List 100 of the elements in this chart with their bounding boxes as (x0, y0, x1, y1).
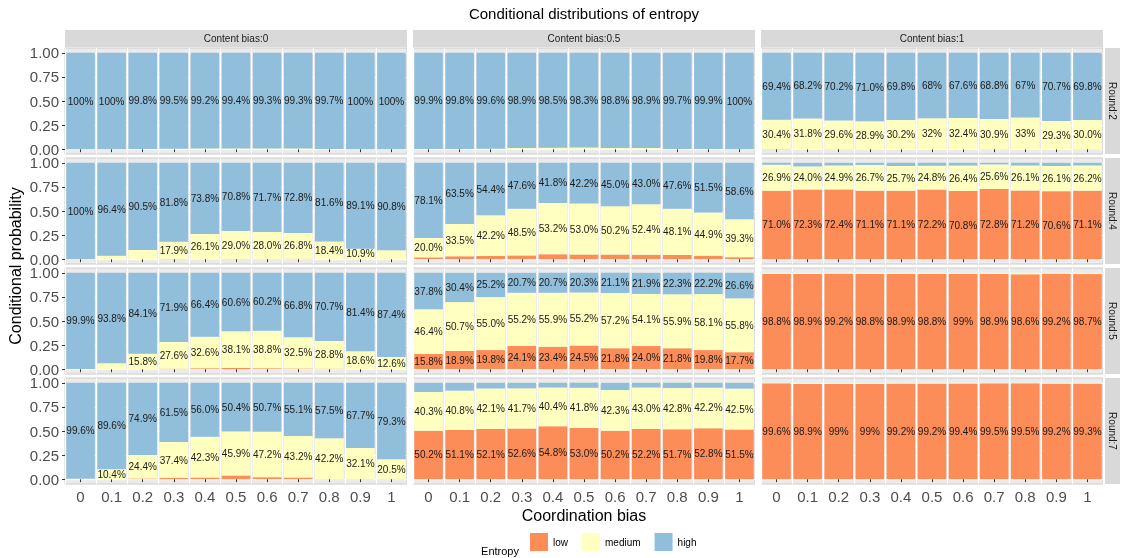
chart-subtitle: Content bias:1 (899, 33, 965, 44)
data-label: 98.9% (980, 316, 1009, 328)
data-label: 89.6% (97, 420, 126, 432)
data-label: 99.5% (1011, 425, 1040, 437)
data-label: 54.4% (476, 183, 506, 195)
data-label: 79.3% (377, 415, 406, 427)
data-label: 67.7% (346, 409, 375, 421)
data-label: 100% (726, 95, 753, 107)
data-label: 98.5% (538, 94, 568, 106)
data-label: 40.4% (538, 401, 568, 413)
data-label: 50.2% (414, 449, 443, 461)
data-label: 32% (921, 128, 943, 140)
data-label: 55.9% (538, 314, 568, 326)
data-label: 19.8% (476, 354, 506, 366)
data-label: 53.0% (569, 448, 599, 460)
data-label: 52.2% (632, 448, 661, 460)
y-axis-title: Conditional probability (7, 187, 25, 345)
x-tick-label: 1 (735, 488, 744, 505)
data-label: 25.7% (886, 172, 916, 184)
data-label: 26.1% (1011, 172, 1040, 184)
x-tick-label: 0 (76, 488, 85, 505)
data-label: 99.5% (159, 95, 189, 107)
data-label: 100% (98, 95, 125, 107)
data-label: 42.2% (476, 230, 506, 242)
data-label: 46.4% (414, 326, 443, 338)
data-label: 98.9% (793, 316, 822, 328)
data-label: 99.2% (190, 95, 220, 107)
data-label: 100% (347, 95, 374, 107)
data-label: 29.3% (1042, 129, 1071, 141)
data-label: 54.1% (632, 314, 661, 326)
data-label: 99.2% (1042, 315, 1071, 327)
data-label: 31.8% (793, 128, 822, 140)
x-tick-label: 0.8 (666, 488, 688, 505)
data-label: 99.3% (252, 95, 282, 107)
data-label: 43.0% (632, 178, 661, 190)
y-tick-label: 0.25 (29, 226, 59, 244)
data-label: 32.5% (284, 347, 313, 359)
data-label: 47.6% (663, 180, 692, 192)
y-tick-label: 0.25 (29, 116, 59, 134)
data-label: 60.2% (252, 296, 282, 308)
x-tick-label: 0.6 (604, 488, 626, 505)
x-tick-label: 0.4 (890, 488, 912, 505)
data-label: 98.9% (632, 94, 661, 106)
x-tick-label: 0.2 (828, 488, 850, 505)
data-label: 30.4% (762, 128, 791, 140)
data-label: 99.4% (221, 95, 251, 107)
data-label: 98.8% (600, 94, 630, 106)
data-label: 24.0% (632, 352, 661, 364)
data-label: 22.3% (663, 278, 692, 290)
data-label: 41.7% (507, 402, 537, 414)
data-label: 17.9% (159, 244, 189, 256)
data-label: 32.6% (190, 347, 220, 359)
text: Round:5 (1107, 302, 1118, 341)
data-label: 81.8% (159, 196, 189, 208)
data-label: 81.4% (346, 306, 375, 318)
data-label: 98.9% (507, 94, 537, 106)
data-label: 21.1% (600, 277, 630, 289)
data-label: 69.8% (886, 80, 916, 92)
x-tick-label: 0.6 (256, 488, 278, 505)
data-label: 61.5% (159, 406, 189, 418)
data-label: 99.2% (886, 425, 916, 437)
data-label: 10.4% (97, 468, 126, 480)
data-label: 99.3% (284, 95, 313, 107)
data-label: 30.9% (980, 128, 1009, 140)
data-label: 72.8% (284, 192, 313, 204)
data-label: 26.2% (1073, 172, 1102, 184)
data-label: 22.2% (694, 277, 723, 289)
data-label: 55.1% (284, 403, 313, 415)
x-tick-label: 1 (1083, 488, 1092, 505)
data-label: 70.8% (948, 219, 978, 231)
text: Round:2 (1107, 82, 1118, 121)
data-label: 99.8% (128, 95, 158, 107)
data-label: 93.8% (97, 312, 126, 324)
data-label: 99.5% (980, 425, 1009, 437)
x-tick-label: 0.3 (163, 488, 185, 505)
data-label: 42.2% (315, 453, 344, 465)
data-label: 98.6% (1011, 316, 1040, 328)
data-label: 47.6% (507, 180, 537, 192)
y-tick-label: 0.50 (29, 202, 59, 220)
text: Round:4 (1107, 192, 1118, 231)
data-label: 15.8% (414, 356, 443, 368)
data-label: 41.8% (569, 402, 599, 414)
data-label: 23.4% (538, 352, 568, 364)
data-label: 20.7% (507, 277, 537, 289)
data-label: 71.0% (855, 81, 885, 93)
x-tick-label: 0.2 (132, 488, 154, 505)
data-label: 70.2% (824, 81, 854, 93)
data-label: 30.4% (445, 281, 474, 293)
data-label: 52.1% (476, 448, 506, 460)
data-label: 24.5% (569, 351, 599, 363)
data-label: 69.4% (762, 80, 791, 92)
data-label: 63.5% (445, 187, 474, 199)
data-label: 70.7% (315, 301, 344, 313)
y-tick-label: 0.50 (29, 92, 59, 110)
data-label: 99.4% (948, 425, 978, 437)
data-label: 30.2% (886, 129, 916, 141)
data-label: 57.5% (315, 405, 344, 417)
data-label: 24.1% (507, 352, 537, 364)
data-label: 55.9% (663, 315, 692, 327)
data-label: 99.9% (694, 95, 723, 107)
